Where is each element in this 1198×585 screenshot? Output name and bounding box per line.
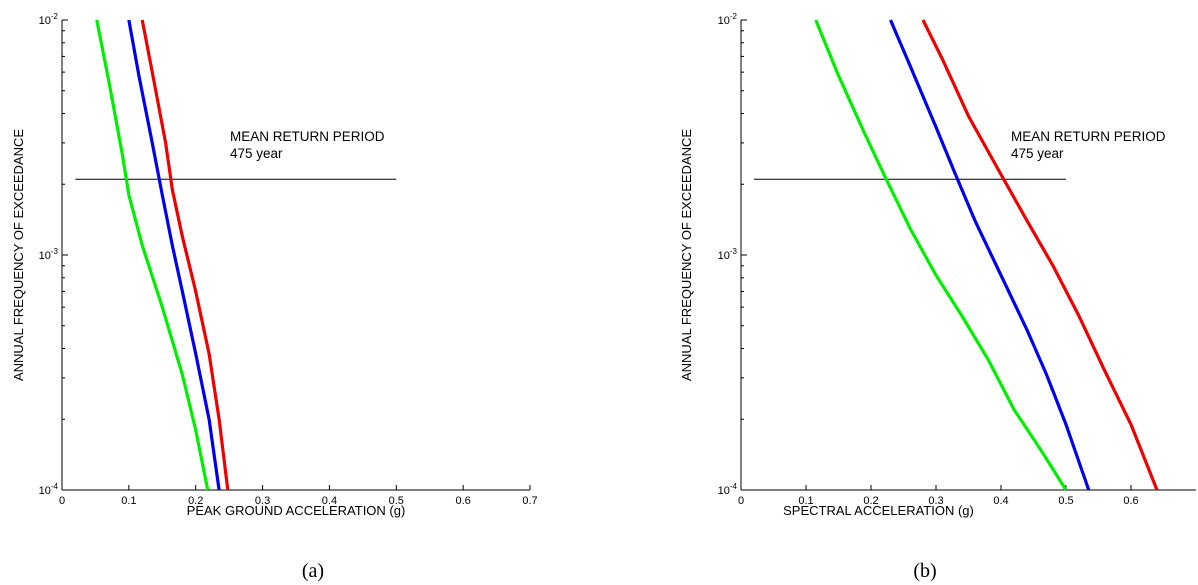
- y-tick-label: 10-2: [718, 12, 738, 27]
- series-line: [127, 19, 221, 491]
- y-tick-label-exponent: -2: [730, 12, 738, 21]
- y-axis-label: ANNUAL FREQUENCY OF EXCEEDANCE: [11, 129, 26, 381]
- x-tick-label: 0.3: [255, 495, 270, 507]
- x-tick-label: 0.3: [928, 495, 943, 507]
- panel-caption: (b): [913, 560, 936, 582]
- x-axis-label: PEAK GROUND ACCELERATION (g): [187, 503, 406, 518]
- x-tick-label: 0.6: [1123, 495, 1138, 507]
- x-tick-label: 0: [59, 495, 65, 507]
- x-tick-label: 0.4: [993, 495, 1008, 507]
- y-tick-label-exponent: -3: [730, 247, 738, 256]
- x-tick-label: 0.1: [798, 495, 813, 507]
- y-tick-label: 10-3: [39, 247, 59, 262]
- y-tick-label-base: 10: [39, 15, 51, 27]
- x-tick-label: 0.7: [522, 495, 537, 507]
- series-line: [140, 19, 230, 491]
- y-tick-label-exponent: -4: [51, 482, 59, 491]
- x-tick-label: 0: [738, 495, 744, 507]
- x-tick-label: 0.2: [863, 495, 878, 507]
- x-tick-label: 0.2: [188, 495, 203, 507]
- y-tick-label: 10-2: [39, 12, 59, 27]
- series-line: [95, 19, 210, 491]
- series-line: [889, 19, 1091, 491]
- y-axis-label: ANNUAL FREQUENCY OF EXCEEDANCE: [679, 129, 694, 381]
- y-tick-label: 10-4: [718, 482, 738, 497]
- x-axis-label: SPECTRAL ACCELERATION (g): [783, 503, 974, 518]
- x-tick-label: 0.1: [121, 495, 136, 507]
- y-tick-label-base: 10: [718, 15, 730, 27]
- annotation-line-2: 475 year: [1011, 146, 1064, 161]
- annotation-line-2: 475 year: [230, 146, 283, 161]
- y-tick-label-base: 10: [39, 250, 51, 262]
- annotation-line-1: MEAN RETURN PERIOD: [1011, 129, 1166, 144]
- x-tick-label: 0.5: [1058, 495, 1073, 507]
- y-tick-label: 10-3: [718, 247, 738, 262]
- y-tick-label-exponent: -2: [51, 12, 59, 21]
- x-tick-label: 0.6: [455, 495, 470, 507]
- annotation-line-1: MEAN RETURN PERIOD: [230, 129, 385, 144]
- y-tick-label-base: 10: [718, 485, 730, 497]
- panel-caption: (a): [302, 560, 324, 582]
- y-tick-label-exponent: -4: [730, 482, 738, 491]
- y-tick-label-base: 10: [718, 250, 730, 262]
- series-line: [921, 19, 1159, 491]
- y-tick-label-base: 10: [39, 485, 51, 497]
- y-tick-label-exponent: -3: [51, 247, 59, 256]
- x-tick-label: 0.4: [322, 495, 337, 507]
- series-line: [814, 19, 1068, 491]
- x-tick-label: 0.5: [389, 495, 404, 507]
- y-tick-label: 10-4: [39, 482, 59, 497]
